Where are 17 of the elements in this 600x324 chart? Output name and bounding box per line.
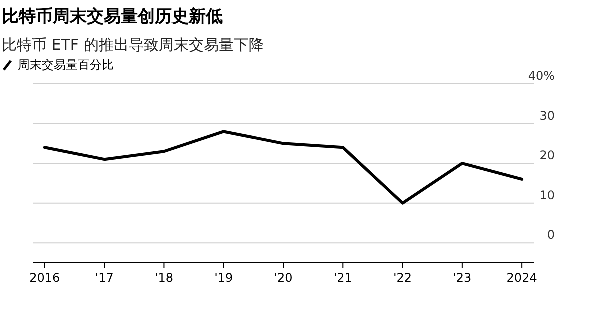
y-tick-label: 0 — [547, 228, 555, 242]
chart-title: 比特币周末交易量创历史新低 — [2, 7, 223, 27]
y-tick-label: 20 — [540, 148, 555, 163]
x-tick-label: '21 — [334, 271, 352, 285]
y-tick-label: 40% — [528, 69, 555, 83]
x-tick-label: 2016 — [30, 271, 60, 285]
x-tick-label: '18 — [154, 271, 174, 285]
y-tick-label: 30 — [540, 108, 555, 123]
x-tick-label: '19 — [214, 271, 234, 285]
legend-label: 周末交易量百分比 — [18, 58, 114, 72]
x-tick-label: 2024 — [506, 271, 538, 285]
x-tick-label: '17 — [95, 271, 114, 285]
chart-subtitle: 比特币 ETF 的推出导致周末交易量下降 — [2, 36, 264, 54]
x-tick-label: '23 — [453, 271, 472, 285]
x-tick-label: '20 — [274, 271, 293, 285]
y-tick-label: 10 — [540, 188, 555, 202]
x-tick-label: '22 — [393, 271, 412, 285]
